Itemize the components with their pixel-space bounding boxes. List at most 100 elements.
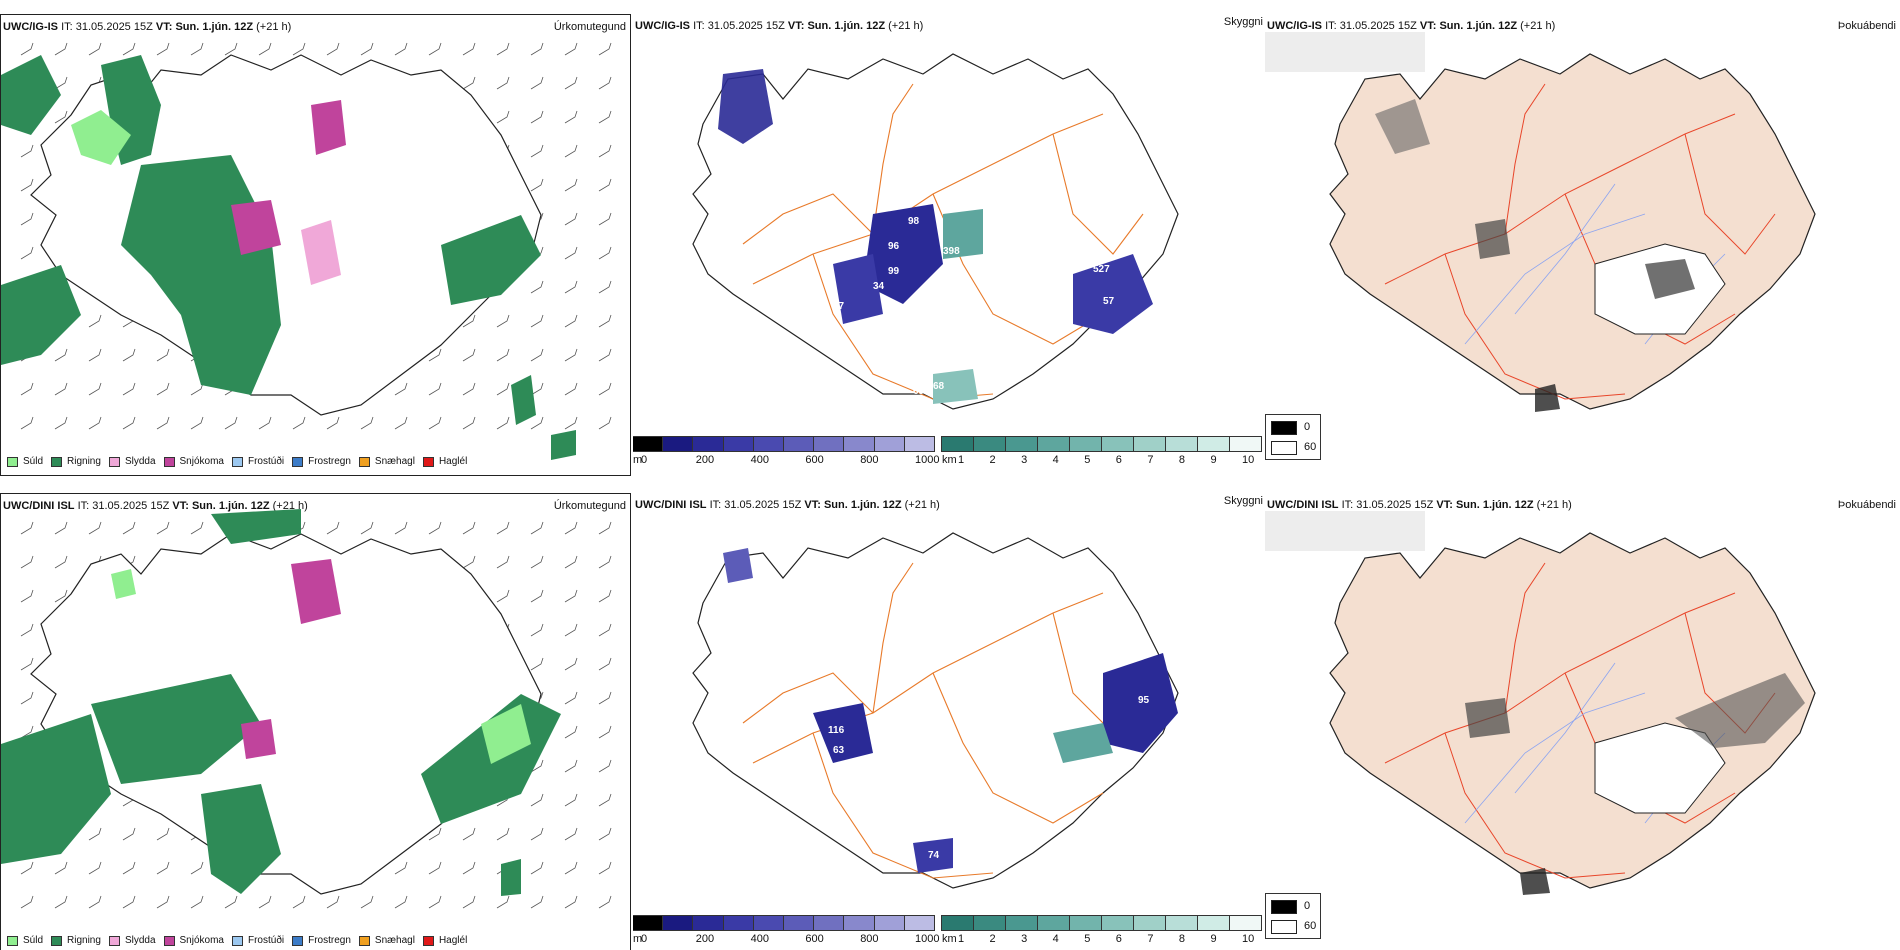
colorbar-segment (1197, 915, 1230, 931)
colorbar-segment (752, 915, 785, 931)
colorbar-tick-label: 9 (1210, 933, 1217, 945)
colorbar-segment (973, 915, 1006, 931)
legend-swatch (7, 456, 18, 467)
fog-legend-label-0: 0 (1304, 900, 1311, 912)
colorbar-segment (873, 436, 905, 452)
precip-type-panel-top: UWC/IG-IS IT: 31.05.2025 15Z VT: Sun. 1.… (0, 14, 631, 476)
colorbar-tick-label: 200 (695, 454, 715, 466)
roads (742, 562, 1144, 879)
visibility-areas (718, 69, 1153, 404)
legend-swatch (292, 456, 304, 467)
colorbar-segment (1229, 436, 1262, 452)
colorbar-segment (843, 436, 875, 452)
visibility-colorbar (941, 436, 1262, 452)
legend-swatch (108, 935, 120, 946)
colorbar-segment (1197, 436, 1230, 452)
legend-label: Súld (23, 456, 44, 467)
fog-panel-bottom: UWC/DINI ISL IT: 31.05.2025 15Z VT: Sun.… (1265, 493, 1900, 950)
visibility-value-label: 98 (908, 216, 920, 227)
fog-legend-swatch-1 (1271, 441, 1297, 455)
colorbar-tick-label: 5 (1084, 454, 1091, 466)
legend-item: Súld (7, 935, 43, 946)
precip-legend: Súld Rigning Slydda Snjókoma Frostúði Frostre… (7, 456, 467, 467)
colorbar-segment (1101, 915, 1134, 931)
visibility-areas (723, 548, 1178, 873)
visibility-value-label: 63 (833, 745, 845, 756)
precip-areas (1, 509, 561, 896)
legend-swatch (292, 935, 304, 946)
visibility-value-label: 40 (718, 705, 730, 716)
panel-title: UWC/IG-IS IT: 31.05.2025 15Z VT: Sun. 1.… (1267, 20, 1556, 32)
visibility-value-label: 116 (828, 725, 845, 736)
coastline (30, 54, 542, 416)
legend-swatch (7, 935, 18, 946)
colorbar-segment (843, 915, 875, 931)
colorbar-tick-label: 8 (1178, 454, 1185, 466)
panel-type-label: Þokuábendi (1837, 499, 1896, 511)
colorbar-segment (1133, 436, 1166, 452)
colorbar-tick-label: 200 (695, 933, 715, 945)
colorbar-unit: m (633, 933, 643, 945)
colorbar-segment (633, 436, 664, 452)
legend-label: Frostúði (247, 935, 285, 946)
colorbar-tick-label: 1 (958, 454, 965, 466)
visibility-value-label: 527 (1093, 264, 1110, 275)
fog-legend-swatch-0 (1271, 900, 1297, 914)
legend-swatch (422, 456, 434, 467)
visibility-value-label: 34 (873, 281, 885, 292)
legend-label: Slydda (124, 456, 156, 467)
fog-legend-swatch-0 (1271, 421, 1297, 435)
panel-title: UWC/DINI ISL IT: 31.05.2025 15Z VT: Sun.… (3, 500, 308, 512)
legend-swatch (163, 935, 175, 946)
fog-map (1265, 511, 1816, 895)
colorbar-segment (813, 436, 845, 452)
colorbar-segment (1165, 436, 1198, 452)
legend-item: Súld (7, 456, 43, 467)
visibility-value-label: 74 (928, 850, 940, 861)
colorbar-segment (1101, 436, 1134, 452)
colorbar-segment (783, 436, 815, 452)
precip-areas (1, 55, 576, 460)
legend-item: Frostúði (231, 935, 285, 946)
colorbar-segment (1165, 915, 1198, 931)
colorbar-tick-label: 1000 (915, 933, 940, 945)
legend-item: Rigning (51, 935, 101, 946)
legend-label: Slydda (124, 935, 156, 946)
legend-swatch (422, 935, 434, 946)
colorbar-segment (692, 915, 724, 931)
colorbar-tick-label: 4 (1052, 454, 1059, 466)
colorbar-tick-label: 600 (805, 454, 824, 466)
legend-item: Snæhagl (358, 456, 415, 467)
panel-title: UWC/DINI ISL IT: 31.05.2025 15Z VT: Sun.… (635, 499, 940, 511)
colorbar-segment (633, 915, 664, 931)
colorbar-unit: km (942, 933, 957, 945)
colorbar-tick-label: 9 (1210, 454, 1217, 466)
legend-label: Haglél (438, 935, 468, 946)
visibility-value-label: 69 (913, 386, 925, 397)
fog-legend-label-0: 0 (1304, 421, 1311, 433)
height-colorbar (633, 436, 936, 452)
colorbar-segment (813, 915, 845, 931)
legend-swatch (108, 456, 120, 467)
colorbar-tick-label: 600 (805, 933, 824, 945)
coastline (692, 532, 1179, 889)
visibility-panel-bottom: UWC/DINI ISL IT: 31.05.2025 15Z VT: Sun.… (633, 493, 1263, 950)
visibility-value-label: 68 (933, 381, 945, 392)
legend-item: Frostúði (231, 456, 284, 467)
fog-legend-label-1: 60 (1304, 920, 1317, 932)
visibility-colorbar (941, 915, 1262, 931)
legend-label: Snjókoma (179, 456, 224, 467)
legend-swatch (358, 935, 370, 946)
legend-item: Snæhagl (358, 935, 415, 946)
colorbar-segment (662, 915, 694, 931)
panel-type-label: Úrkomutegund (553, 500, 626, 512)
panel-title: UWC/DINI ISL IT: 31.05.2025 15Z VT: Sun.… (1267, 499, 1572, 511)
visibility-map: 116 63 40 95 74 60 (692, 532, 1179, 889)
legend-label: Frostregn (308, 456, 351, 467)
colorbar-tick-label: 800 (860, 933, 879, 945)
colorbar-tick-label: 800 (860, 454, 879, 466)
colorbar-unit: m (633, 454, 643, 466)
colorbar-tick-label: 400 (750, 454, 769, 466)
legend-swatch (163, 456, 175, 467)
visibility-value-label: 57 (1103, 296, 1115, 307)
